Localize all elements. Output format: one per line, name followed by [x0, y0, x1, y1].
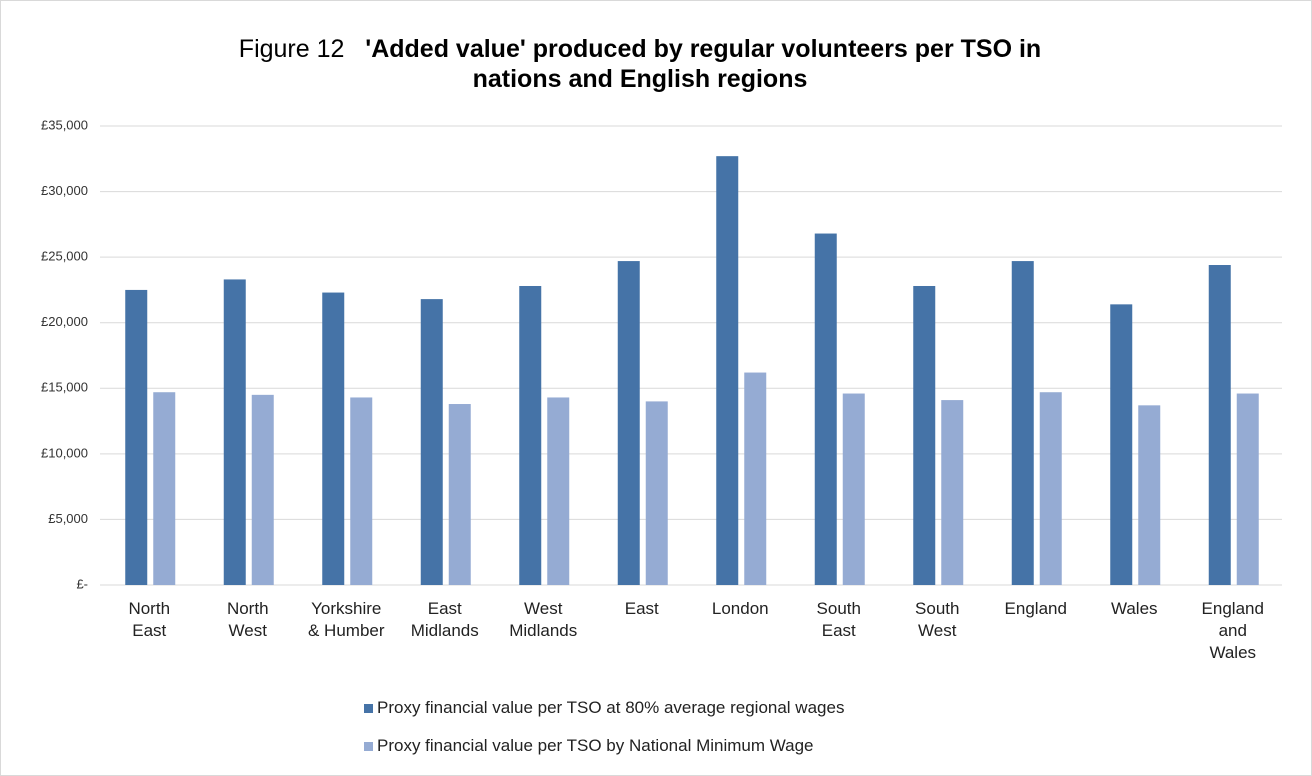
x-tick-label: Wales	[1110, 599, 1158, 618]
bar	[913, 285, 936, 585]
bar	[1208, 265, 1231, 585]
bar	[645, 401, 668, 585]
bar	[251, 394, 274, 585]
x-tick-label: London	[711, 599, 769, 618]
x-tick-label: North East	[128, 599, 171, 640]
legend-swatch	[364, 703, 373, 713]
y-tick-label: £30,000	[41, 183, 88, 198]
y-tick-label: £15,000	[41, 380, 88, 395]
y-tick-label: £35,000	[41, 117, 88, 132]
bar	[1011, 261, 1034, 585]
bar	[350, 397, 373, 585]
y-tick-label: £5,000	[48, 511, 88, 526]
x-tick-label: East Midlands	[410, 599, 479, 640]
x-tick-label: South East	[816, 599, 861, 640]
bar	[617, 261, 640, 585]
title-text: 'Added value' produced by regular volunt…	[365, 35, 1042, 93]
x-tick-label: West Midlands	[509, 599, 578, 640]
chart-title: Figure 12 'Added value' produced by regu…	[200, 34, 1080, 94]
x-tick-label: Yorkshire & Humber	[307, 599, 385, 640]
bar	[1110, 304, 1133, 585]
y-tick-label: £10,000	[41, 445, 88, 460]
figure-label: Figure 12	[238, 35, 345, 63]
y-tick-label: £20,000	[41, 314, 88, 329]
x-tick-label: England and Wales	[1201, 599, 1264, 662]
bar	[1039, 392, 1062, 585]
bar	[814, 233, 837, 585]
bar	[1236, 393, 1259, 585]
x-tick-label: East	[624, 599, 659, 618]
bar	[153, 392, 176, 585]
bar	[716, 156, 739, 586]
bar	[1138, 405, 1161, 585]
bar	[420, 299, 443, 585]
legend-entry: Proxy financial value per TSO at 80% ave…	[364, 698, 844, 718]
bar	[547, 397, 570, 585]
bar	[941, 400, 964, 585]
bar	[448, 404, 471, 585]
legend-swatch	[364, 741, 373, 751]
bar	[744, 372, 767, 585]
bar	[322, 292, 345, 585]
legend-entry: Proxy financial value per TSO by Nationa…	[364, 736, 814, 756]
legend-label: Proxy financial value per TSO by Nationa…	[377, 736, 814, 755]
bar	[519, 285, 542, 585]
legend-label: Proxy financial value per TSO at 80% ave…	[377, 698, 845, 717]
bar	[223, 279, 246, 585]
bar	[842, 393, 865, 585]
y-tick-label: £-	[76, 576, 88, 591]
x-tick-label: North West	[226, 599, 269, 640]
bar	[125, 289, 148, 585]
y-tick-label: £25,000	[41, 249, 88, 264]
x-tick-label: South West	[915, 599, 960, 640]
x-tick-label: England	[1004, 599, 1067, 618]
